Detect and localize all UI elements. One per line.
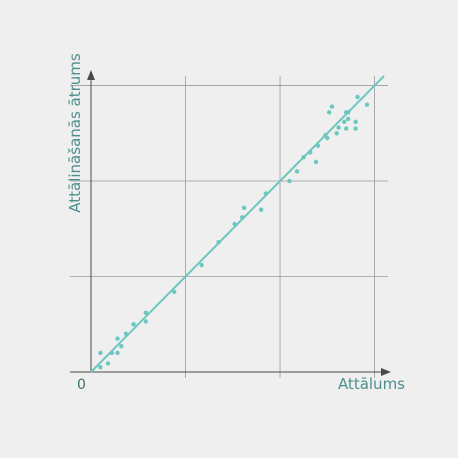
- data-point: [343, 110, 349, 115]
- data-point: [241, 205, 247, 210]
- data-point: [313, 159, 319, 165]
- data-point: [353, 119, 358, 125]
- data-point: [355, 94, 360, 100]
- data-points: [98, 94, 370, 370]
- data-point: [105, 361, 111, 366]
- data-point: [143, 319, 149, 324]
- x-axis-arrow: [381, 368, 391, 376]
- data-point: [343, 126, 349, 131]
- fit-line-layer: [90, 75, 385, 373]
- data-point: [216, 239, 221, 245]
- y-axis-arrow: [87, 70, 95, 80]
- data-point: [326, 110, 332, 115]
- data-point: [232, 221, 237, 227]
- data-point: [308, 150, 313, 155]
- origin-label: 0: [77, 377, 86, 393]
- data-point: [131, 322, 136, 327]
- data-point: [315, 143, 321, 148]
- fit-line: [90, 75, 385, 373]
- data-point: [334, 131, 339, 136]
- data-point: [171, 289, 177, 294]
- data-point: [364, 102, 370, 107]
- data-point: [119, 344, 124, 349]
- data-point: [115, 336, 120, 341]
- data-point: [336, 125, 341, 130]
- data-point: [115, 350, 120, 356]
- data-point: [199, 262, 204, 268]
- data-point: [98, 365, 103, 370]
- x-axis-label: Attālums: [338, 375, 405, 393]
- data-point: [287, 178, 292, 184]
- data-point: [109, 350, 114, 356]
- data-point: [143, 310, 149, 315]
- data-point: [325, 135, 330, 141]
- axes: [70, 70, 391, 376]
- grid: [70, 76, 388, 378]
- data-point: [353, 126, 358, 131]
- data-point: [345, 116, 351, 122]
- data-point: [301, 154, 306, 160]
- data-point: [329, 104, 335, 109]
- data-point: [123, 331, 129, 337]
- data-point: [98, 350, 103, 356]
- y-axis-label: Attālināšanās ātrums: [66, 53, 84, 213]
- data-point: [342, 119, 347, 125]
- data-point: [294, 169, 300, 174]
- data-point: [240, 215, 245, 220]
- data-point: [263, 191, 269, 196]
- data-point: [258, 207, 264, 212]
